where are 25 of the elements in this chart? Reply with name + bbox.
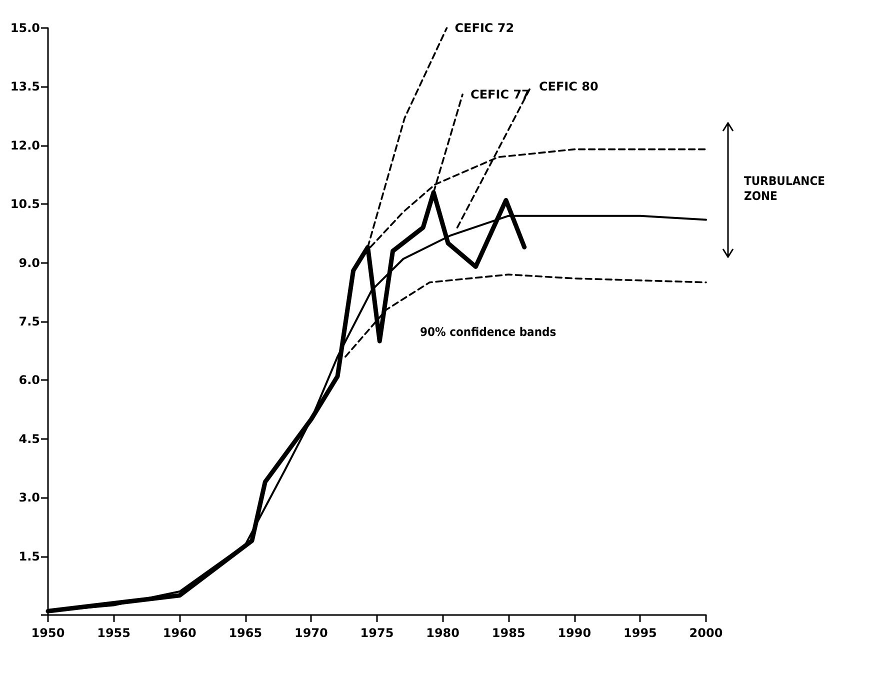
y-tick-label: 6.0 xyxy=(18,373,40,388)
y-tick-label: 12.0 xyxy=(10,138,40,152)
annotation: 90% confidence bands xyxy=(420,325,556,339)
y-tick-label: 15.0 xyxy=(10,21,40,35)
x-tick-label: 1980 xyxy=(426,626,460,640)
x-tick-label: 1975 xyxy=(360,626,394,640)
x-tick-label: 1995 xyxy=(623,626,657,640)
y-tick-label: 13.5 xyxy=(10,80,40,94)
series-label: CEFIC 80 xyxy=(538,80,598,94)
x-tick-label: 1985 xyxy=(492,626,526,640)
series-label: CEFIC 72 xyxy=(454,21,514,35)
x-tick-label: 1970 xyxy=(294,626,328,640)
x-tick-label: 1965 xyxy=(228,626,262,640)
y-tick-label: 7.5 xyxy=(18,314,40,328)
y-tick-label: 1.5 xyxy=(18,549,40,564)
x-tick-label: 1960 xyxy=(162,626,196,640)
x-tick-label: 1950 xyxy=(31,626,65,640)
x-tick-label: 1990 xyxy=(558,626,592,640)
y-tick-label: 3.0 xyxy=(18,490,40,505)
y-tick-label: 10.5 xyxy=(10,197,40,212)
x-tick-label: 1955 xyxy=(97,626,131,640)
text: TURBULANCE ZONE xyxy=(744,174,826,204)
y-tick-label: 4.5 xyxy=(18,432,40,446)
y-tick-label: 9.0 xyxy=(18,256,40,270)
x-tick-label: 2000 xyxy=(689,626,723,640)
